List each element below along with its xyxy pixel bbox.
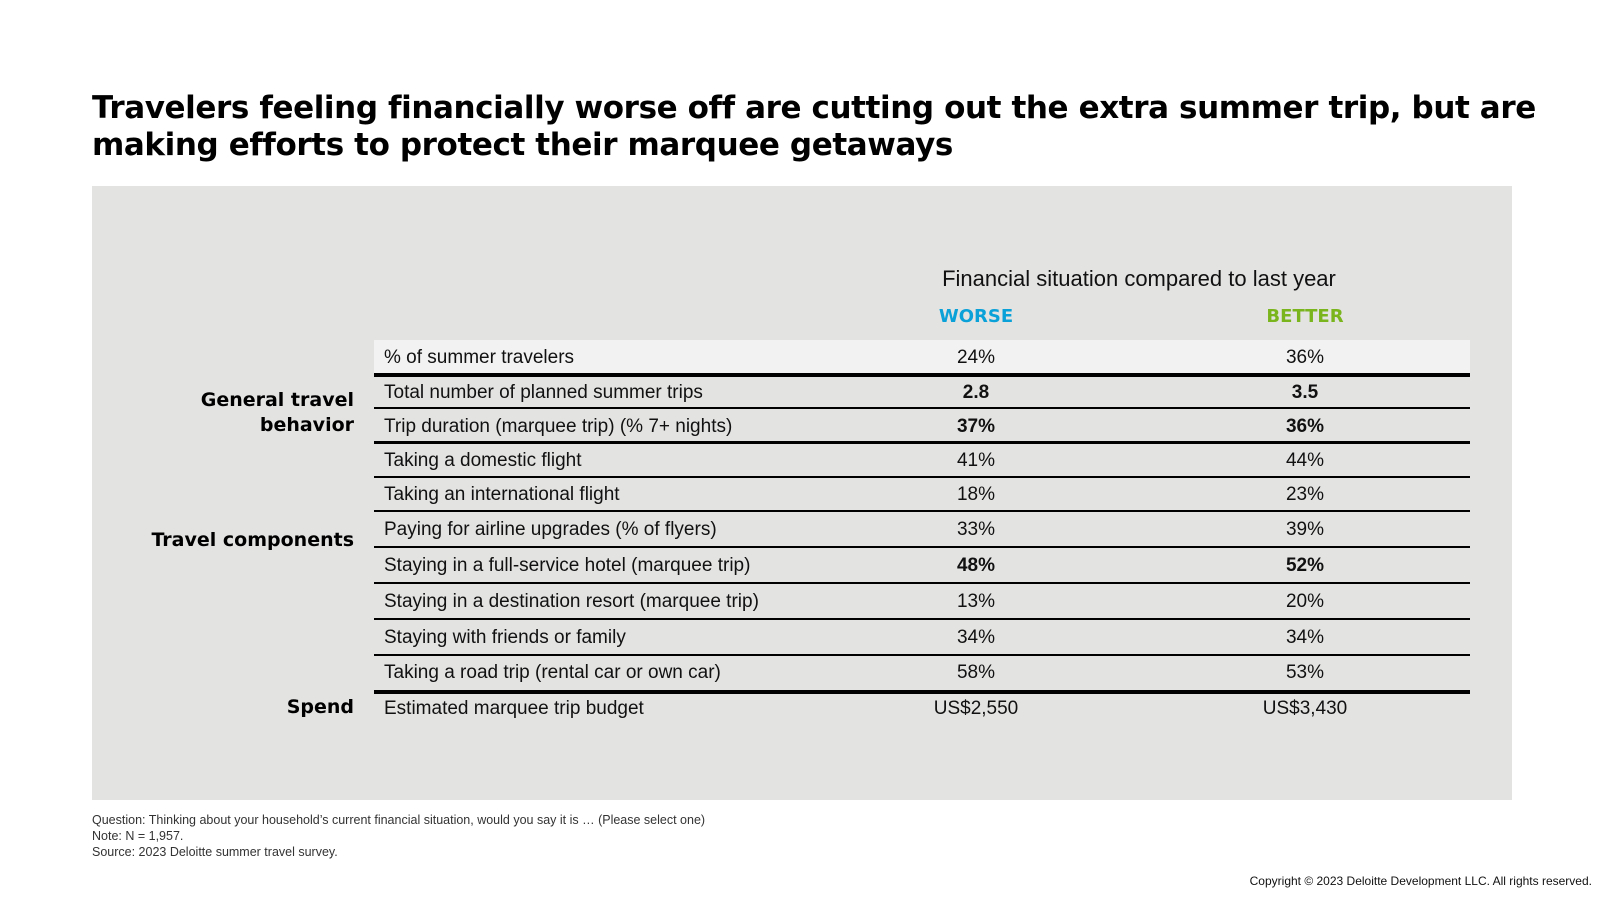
row-label: Taking a domestic flight xyxy=(384,450,582,471)
value-worse: 2.8 xyxy=(962,382,990,403)
value-better: 39% xyxy=(1285,519,1325,540)
value-worse: 34% xyxy=(956,627,996,648)
value-worse: 48% xyxy=(956,555,996,576)
value-better: 44% xyxy=(1285,450,1325,471)
row-divider xyxy=(374,476,1470,478)
row-divider xyxy=(374,510,1470,512)
value-worse: 33% xyxy=(956,519,996,540)
column-header-better: BETTER xyxy=(1266,306,1344,327)
page-title: Travelers feeling financially worse off … xyxy=(92,90,1536,163)
footnote-note: Note: N = 1,957. xyxy=(92,829,184,843)
row-divider xyxy=(374,582,1470,584)
group-label-general-travel-behavior: General travel behavior xyxy=(200,389,354,436)
value-better: US$3,430 xyxy=(1262,698,1348,719)
row-divider xyxy=(374,690,1470,694)
footnotes: Question: Thinking about your household’… xyxy=(92,812,705,860)
row-divider xyxy=(374,407,1470,409)
row-divider xyxy=(374,546,1470,548)
value-better: 3.5 xyxy=(1291,382,1319,403)
row-label: Staying in a full-service hotel (marquee… xyxy=(384,555,751,576)
table-row: % of summer travelers 24% 36% xyxy=(374,340,1470,375)
table-row: Staying with friends or family 34% 34% xyxy=(374,620,1470,655)
table-row: Taking a road trip (rental car or own ca… xyxy=(374,655,1470,690)
row-divider xyxy=(374,654,1470,656)
footnote-source: Source: 2023 Deloitte summer travel surv… xyxy=(92,845,338,859)
copyright: Copyright © 2023 Deloitte Development LL… xyxy=(1249,874,1592,888)
value-better: 34% xyxy=(1285,627,1325,648)
column-header-worse: WORSE xyxy=(938,306,1014,327)
value-worse: 41% xyxy=(956,450,996,471)
row-label: Estimated marquee trip budget xyxy=(384,698,644,719)
row-divider xyxy=(374,618,1470,620)
row-divider xyxy=(374,441,1470,444)
row-label: Paying for airline upgrades (% of flyers… xyxy=(384,519,717,540)
row-label: Staying with friends or family xyxy=(384,627,626,648)
table-row: Trip duration (marquee trip) (% 7+ night… xyxy=(374,409,1470,444)
value-better: 20% xyxy=(1285,591,1325,612)
group-label-spend: Spend xyxy=(286,696,354,718)
table-row: Taking an international flight 18% 23% xyxy=(374,477,1470,512)
value-better: 52% xyxy=(1285,555,1325,576)
table-row: Paying for airline upgrades (% of flyers… xyxy=(374,512,1470,547)
value-better: 36% xyxy=(1285,347,1325,368)
table-row: Total number of planned summer trips 2.8 3… xyxy=(374,375,1470,410)
table-row: Estimated marquee trip budget US$2,550 US$… xyxy=(374,691,1470,726)
value-better: 53% xyxy=(1285,662,1325,683)
value-better: 36% xyxy=(1285,416,1325,437)
value-worse: US$2,550 xyxy=(933,698,1019,719)
value-worse: 24% xyxy=(956,347,996,368)
table-subtitle: Financial situation compared to last yea… xyxy=(942,266,1336,291)
row-label: Total number of planned summer trips xyxy=(384,382,703,403)
row-label: Staying in a destination resort (marquee… xyxy=(384,591,759,612)
value-worse: 37% xyxy=(956,416,996,437)
table-panel xyxy=(92,186,1512,800)
table-row: Staying in a destination resort (marquee… xyxy=(374,584,1470,619)
value-better: 23% xyxy=(1285,484,1325,505)
row-label: Taking an international flight xyxy=(384,484,620,505)
group-label-travel-components: Travel components xyxy=(151,529,354,551)
row-divider xyxy=(374,373,1470,377)
row-label: Taking a road trip (rental car or own ca… xyxy=(384,662,721,683)
table-row: Staying in a full-service hotel (marquee… xyxy=(374,548,1470,583)
row-label: % of summer travelers xyxy=(384,347,575,368)
value-worse: 58% xyxy=(956,662,996,683)
value-worse: 18% xyxy=(956,484,996,505)
footnote-question: Question: Thinking about your household’… xyxy=(92,813,706,827)
table-row: Taking a domestic flight 41% 44% xyxy=(374,443,1470,478)
row-label: Trip duration (marquee trip) (% 7+ night… xyxy=(384,416,733,437)
value-worse: 13% xyxy=(956,591,996,612)
